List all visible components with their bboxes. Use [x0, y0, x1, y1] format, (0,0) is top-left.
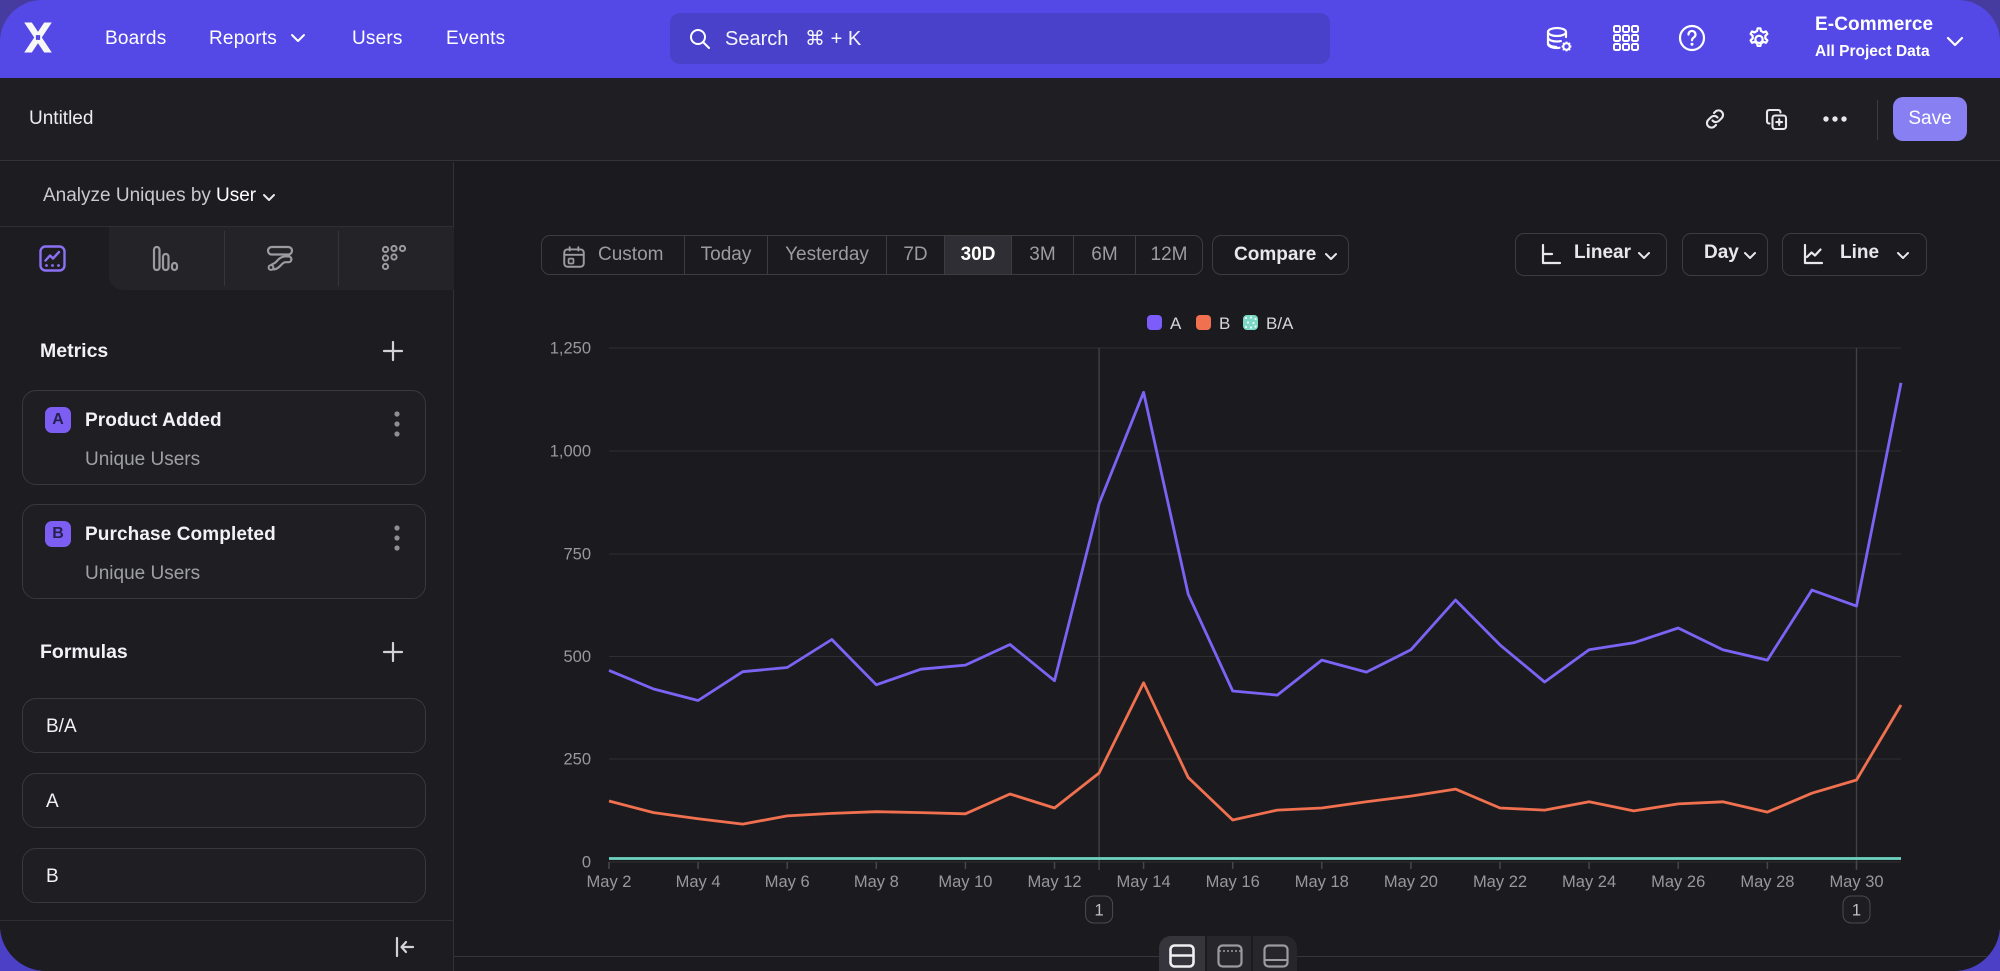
svg-text:750: 750: [563, 546, 591, 564]
svg-text:May 30: May 30: [1829, 873, 1883, 891]
svg-text:1: 1: [1852, 902, 1861, 920]
svg-text:May 22: May 22: [1473, 873, 1527, 891]
svg-text:May 2: May 2: [587, 873, 632, 891]
svg-text:May 12: May 12: [1027, 873, 1081, 891]
svg-text:May 8: May 8: [854, 873, 899, 891]
svg-text:May 16: May 16: [1206, 873, 1260, 891]
svg-text:1,000: 1,000: [550, 443, 591, 461]
svg-text:May 24: May 24: [1562, 873, 1616, 891]
svg-text:May 18: May 18: [1295, 873, 1349, 891]
svg-text:May 4: May 4: [676, 873, 721, 891]
svg-text:May 26: May 26: [1651, 873, 1705, 891]
svg-text:May 10: May 10: [938, 873, 992, 891]
svg-text:250: 250: [563, 751, 591, 769]
svg-text:0: 0: [582, 854, 591, 872]
svg-text:May 6: May 6: [765, 873, 810, 891]
svg-text:1: 1: [1095, 902, 1104, 920]
svg-text:May 28: May 28: [1740, 873, 1794, 891]
svg-text:500: 500: [563, 648, 591, 666]
svg-text:1,250: 1,250: [550, 340, 591, 358]
svg-text:May 20: May 20: [1384, 873, 1438, 891]
svg-text:May 14: May 14: [1117, 873, 1171, 891]
